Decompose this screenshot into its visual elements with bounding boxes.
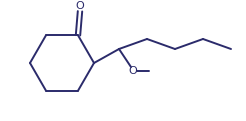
Text: O: O: [129, 66, 137, 76]
Text: O: O: [76, 1, 84, 11]
